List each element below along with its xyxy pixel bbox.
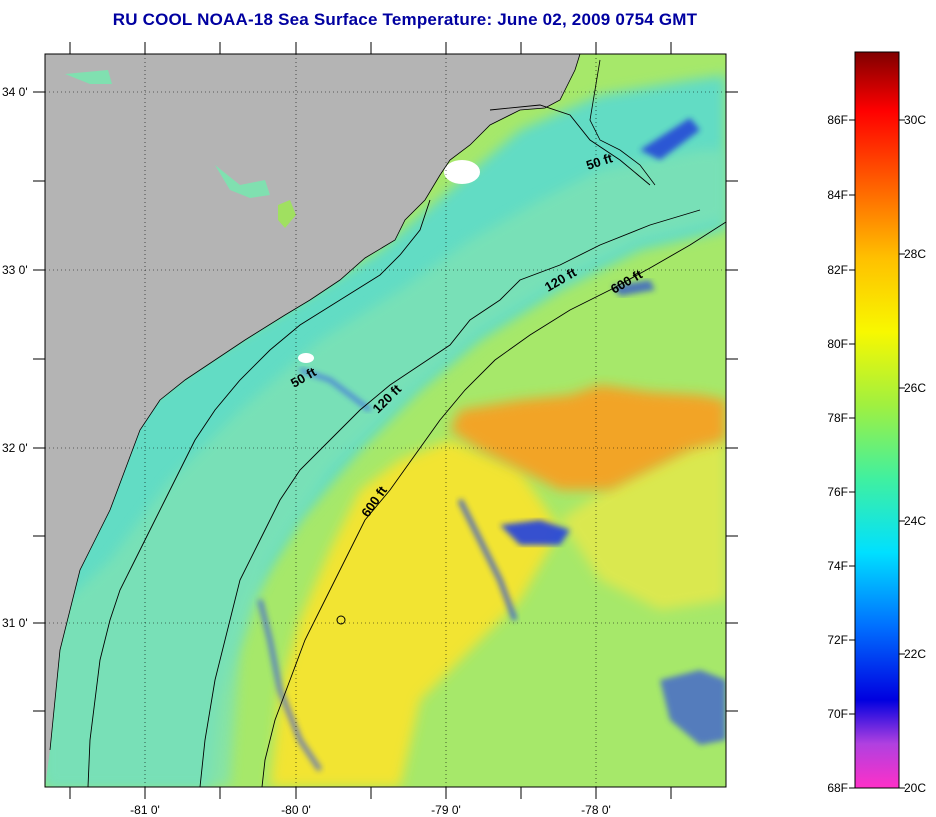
lon-label-79: -79 0' — [431, 803, 461, 817]
colorbar-label-f: 80F — [827, 337, 848, 351]
colorbar-f-labels: 86F 84F 82F 80F 78F 76F 74F 72F 70F 68F — [827, 113, 848, 795]
map-frame — [44, 53, 727, 788]
colorbar-label-f: 86F — [827, 113, 848, 127]
colorbar-label-c: 28C — [904, 247, 926, 261]
colorbar-ticks — [849, 119, 905, 789]
cold-patch-ne — [640, 118, 700, 160]
colorbar-label-f: 68F — [827, 781, 848, 795]
colorbar-label-c: 26C — [904, 381, 926, 395]
colorbar-label-f: 74F — [827, 559, 848, 573]
colorbar-label-c: 22C — [904, 647, 926, 661]
colorbar-label-f: 84F — [827, 188, 848, 202]
cold-patch-sw — [257, 599, 323, 772]
lon-label-80: -80 0' — [281, 803, 311, 817]
colorbar-label-f: 76F — [827, 485, 848, 499]
land — [45, 54, 580, 787]
cold-patch-offshore — [612, 280, 655, 296]
warm-water-yellow — [270, 440, 560, 787]
inland-lake — [65, 70, 112, 84]
cloud-patch — [298, 353, 314, 363]
isobath-120ft — [199, 209, 701, 787]
lon-label-81: -81 0' — [130, 803, 160, 817]
colorbar-label-c: 30C — [904, 113, 926, 127]
cold-filament — [500, 520, 570, 545]
isobath-600ft — [261, 221, 726, 787]
grid-lines — [45, 54, 726, 787]
lat-label-33: 33 0' — [2, 263, 28, 277]
cloud-patch — [444, 160, 480, 184]
cold-streak — [457, 498, 518, 621]
axis-ticks — [33, 42, 738, 799]
cold-patch-nearshore — [299, 368, 372, 412]
isobath-50ft — [87, 104, 651, 787]
colorbar-label-c: 20C — [904, 781, 926, 795]
map-area: 50 ft 50 ft 120 ft 120 ft 600 ft 600 ft — [45, 54, 726, 787]
inland-lake — [215, 165, 270, 198]
lon-label-78: -78 0' — [581, 803, 611, 817]
coastline — [49, 54, 656, 751]
gulf-stream-warm-core — [450, 385, 726, 490]
colorbar-c-labels: 30C 28C 26C 24C 22C 20C — [904, 113, 926, 795]
buoy-marker — [336, 615, 346, 625]
colorbar-label-f: 78F — [827, 411, 848, 425]
colorbar-label-f: 82F — [827, 263, 848, 277]
colorbar-label-f: 70F — [827, 707, 848, 721]
inland-lake — [278, 200, 296, 228]
cold-patch-se — [660, 670, 726, 745]
warm-water-east — [560, 440, 726, 610]
shelf-band — [45, 150, 726, 787]
colorbar — [854, 51, 900, 789]
lat-label-31: 31 0' — [2, 616, 28, 630]
colorbar-label-f: 72F — [827, 633, 848, 647]
colorbar-label-c: 24C — [904, 514, 926, 528]
lat-label-34: 34 0' — [2, 85, 28, 99]
map-title: RU COOL NOAA-18 Sea Surface Temperature:… — [112, 10, 698, 29]
lat-label-32: 32 0' — [2, 441, 28, 455]
